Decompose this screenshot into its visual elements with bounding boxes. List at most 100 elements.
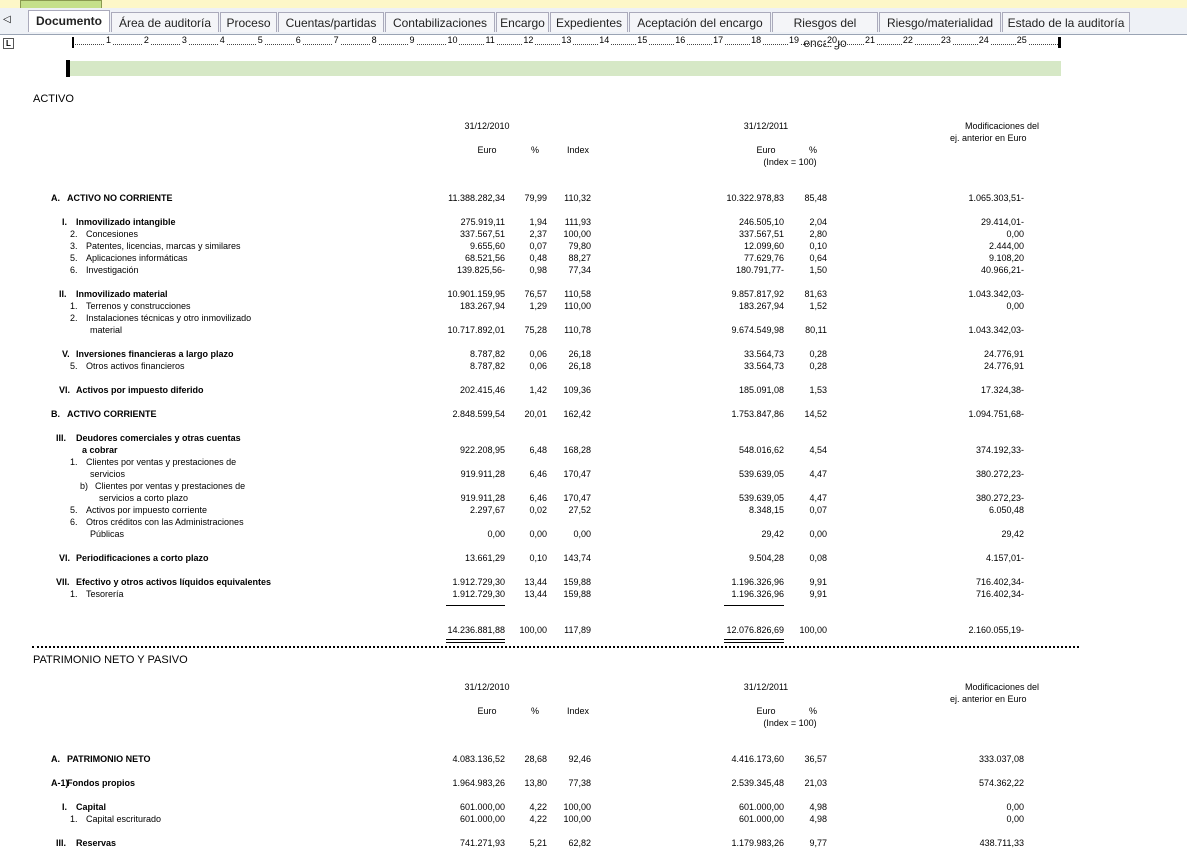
total-cell: 117,89 bbox=[564, 625, 591, 635]
column-head: Euro bbox=[756, 706, 776, 716]
cell: 1.065.303,51- bbox=[968, 193, 1024, 203]
row-marker: 6. bbox=[70, 265, 78, 275]
tab[interactable]: Encargo bbox=[496, 12, 549, 32]
cell: 1.196.326,96 bbox=[731, 589, 784, 599]
cell: 6,46 bbox=[529, 492, 547, 503]
column-note: (Index = 100) bbox=[763, 157, 817, 167]
cell: 2.539.345,48 bbox=[731, 778, 784, 788]
row-marker: I. bbox=[62, 802, 68, 812]
row-label: Fondos propios bbox=[67, 778, 135, 788]
column-head: Euro bbox=[756, 145, 776, 155]
ruler-number: 17 bbox=[712, 35, 725, 46]
row-marker: A. bbox=[51, 754, 60, 764]
cell: 24.776,91 bbox=[983, 349, 1024, 359]
ruler-number: 12 bbox=[522, 35, 535, 46]
ruler-number: 16 bbox=[674, 35, 687, 46]
cell: 68.521,56 bbox=[464, 253, 505, 263]
cell: 9.857.817,92 bbox=[731, 289, 784, 299]
cell: 183.267,94 bbox=[459, 301, 505, 311]
tab[interactable]: Estado de la auditoría bbox=[1002, 12, 1130, 32]
cell: 11.388.282,34 bbox=[448, 193, 505, 203]
tab-bar: Documento Área de auditoría Proceso Cuentas… bbox=[0, 8, 1187, 50]
tab[interactable]: Cuentas/partidas bbox=[278, 12, 384, 32]
cell: 9.108,20 bbox=[988, 253, 1024, 263]
scroll-arrow[interactable]: ◁ bbox=[3, 14, 11, 25]
column-date: 31/12/2010 bbox=[464, 121, 510, 131]
ruler-number: 20 bbox=[826, 35, 839, 46]
cell: 0,06 bbox=[529, 361, 547, 371]
row-label: Investigación bbox=[86, 265, 139, 275]
row-label: a cobrar bbox=[82, 444, 118, 455]
cell: 601.000,00 bbox=[459, 802, 505, 812]
cell: 0,48 bbox=[529, 253, 547, 263]
row-marker: 5. bbox=[70, 505, 78, 515]
tab[interactable]: Riesgo/materialidad bbox=[879, 12, 1001, 32]
cell: 0,00 bbox=[1006, 301, 1024, 311]
ruler: 1 2 3 4 5 6 7 8 9 10 11 12 13 14 15 16 17 18 19 20 21 22 23 24 2… bbox=[72, 35, 1061, 49]
cell: 8.787,82 bbox=[469, 361, 505, 371]
tab[interactable]: Contabilizaciones bbox=[385, 12, 495, 32]
cell: 2,80 bbox=[809, 229, 827, 239]
ruler-number: 14 bbox=[598, 35, 611, 46]
tab-stop-button[interactable]: L bbox=[3, 38, 14, 49]
cell: 0,07 bbox=[809, 505, 827, 515]
row-label: Otros créditos con las Administraciones bbox=[86, 517, 244, 527]
cell: 1.912.729,30 bbox=[452, 577, 505, 587]
tab[interactable]: Expedientes bbox=[550, 12, 628, 32]
tab[interactable]: Aceptación del encargo bbox=[629, 12, 771, 32]
cell: 2,37 bbox=[529, 229, 547, 239]
tab[interactable]: Riesgos del encargo bbox=[772, 12, 878, 50]
cell: 4,47 bbox=[809, 468, 827, 479]
cell: 27,52 bbox=[568, 505, 591, 515]
row-marker: II. bbox=[59, 289, 67, 299]
cell: 9.504,28 bbox=[748, 553, 784, 563]
tab[interactable]: Proceso bbox=[220, 12, 277, 32]
cell: 33.564,73 bbox=[743, 349, 784, 359]
cell: 0,64 bbox=[809, 253, 827, 263]
cell: 548.016,62 bbox=[738, 444, 784, 455]
row-label: material bbox=[90, 324, 123, 335]
cell: 77,34 bbox=[568, 265, 591, 275]
row-marker: 2. bbox=[70, 229, 78, 239]
cell: 0,28 bbox=[809, 349, 827, 359]
cell: 1,50 bbox=[809, 265, 827, 275]
cell: 9,77 bbox=[809, 838, 827, 848]
row-label: servicios bbox=[90, 468, 126, 479]
cell: 6.050,48 bbox=[988, 505, 1024, 515]
column-head: ej. anterior en Euro bbox=[950, 133, 1027, 143]
row-marker: A. bbox=[51, 193, 60, 203]
ruler-marker bbox=[72, 37, 74, 48]
cell: 380.272,23- bbox=[975, 468, 1024, 479]
cell: 0,00 bbox=[1006, 814, 1024, 824]
cell: 85,48 bbox=[804, 193, 827, 203]
cell: 110,78 bbox=[564, 324, 591, 335]
double-rule bbox=[724, 639, 784, 643]
row-marker: 6. bbox=[70, 517, 78, 527]
total-cell: 100,00 bbox=[799, 625, 827, 635]
row-label: Capital bbox=[76, 802, 107, 812]
column-note: (Index = 100) bbox=[763, 718, 817, 728]
cell: 81,63 bbox=[804, 289, 827, 299]
column-head: Euro bbox=[477, 706, 497, 716]
tab[interactable]: Documento bbox=[28, 10, 110, 32]
cell: 0,02 bbox=[529, 505, 547, 515]
cell: 111,93 bbox=[564, 217, 591, 227]
header-band bbox=[70, 61, 1061, 76]
cell: 77.629,76 bbox=[743, 253, 784, 263]
cell: 4.416.173,60 bbox=[731, 754, 784, 764]
cell: 185.091,08 bbox=[738, 385, 784, 395]
column-head: Index bbox=[566, 145, 590, 155]
cell: 6,46 bbox=[529, 468, 547, 479]
row-label: Tesorería bbox=[86, 589, 124, 599]
cell: 13,80 bbox=[524, 778, 547, 788]
cell: 79,80 bbox=[568, 241, 591, 251]
ruler-number: 9 bbox=[408, 35, 416, 46]
cell: 180.791,77- bbox=[735, 265, 784, 275]
ruler-number: 4 bbox=[218, 35, 226, 46]
row-label: Clientes por ventas y prestaciones de bbox=[86, 457, 237, 467]
cell: 374.192,33- bbox=[975, 444, 1024, 455]
cell: 1.043.342,03- bbox=[968, 289, 1024, 299]
cell: 14,52 bbox=[804, 409, 827, 419]
ruler-number: 10 bbox=[446, 35, 459, 46]
tab[interactable]: Área de auditoría bbox=[111, 12, 219, 32]
